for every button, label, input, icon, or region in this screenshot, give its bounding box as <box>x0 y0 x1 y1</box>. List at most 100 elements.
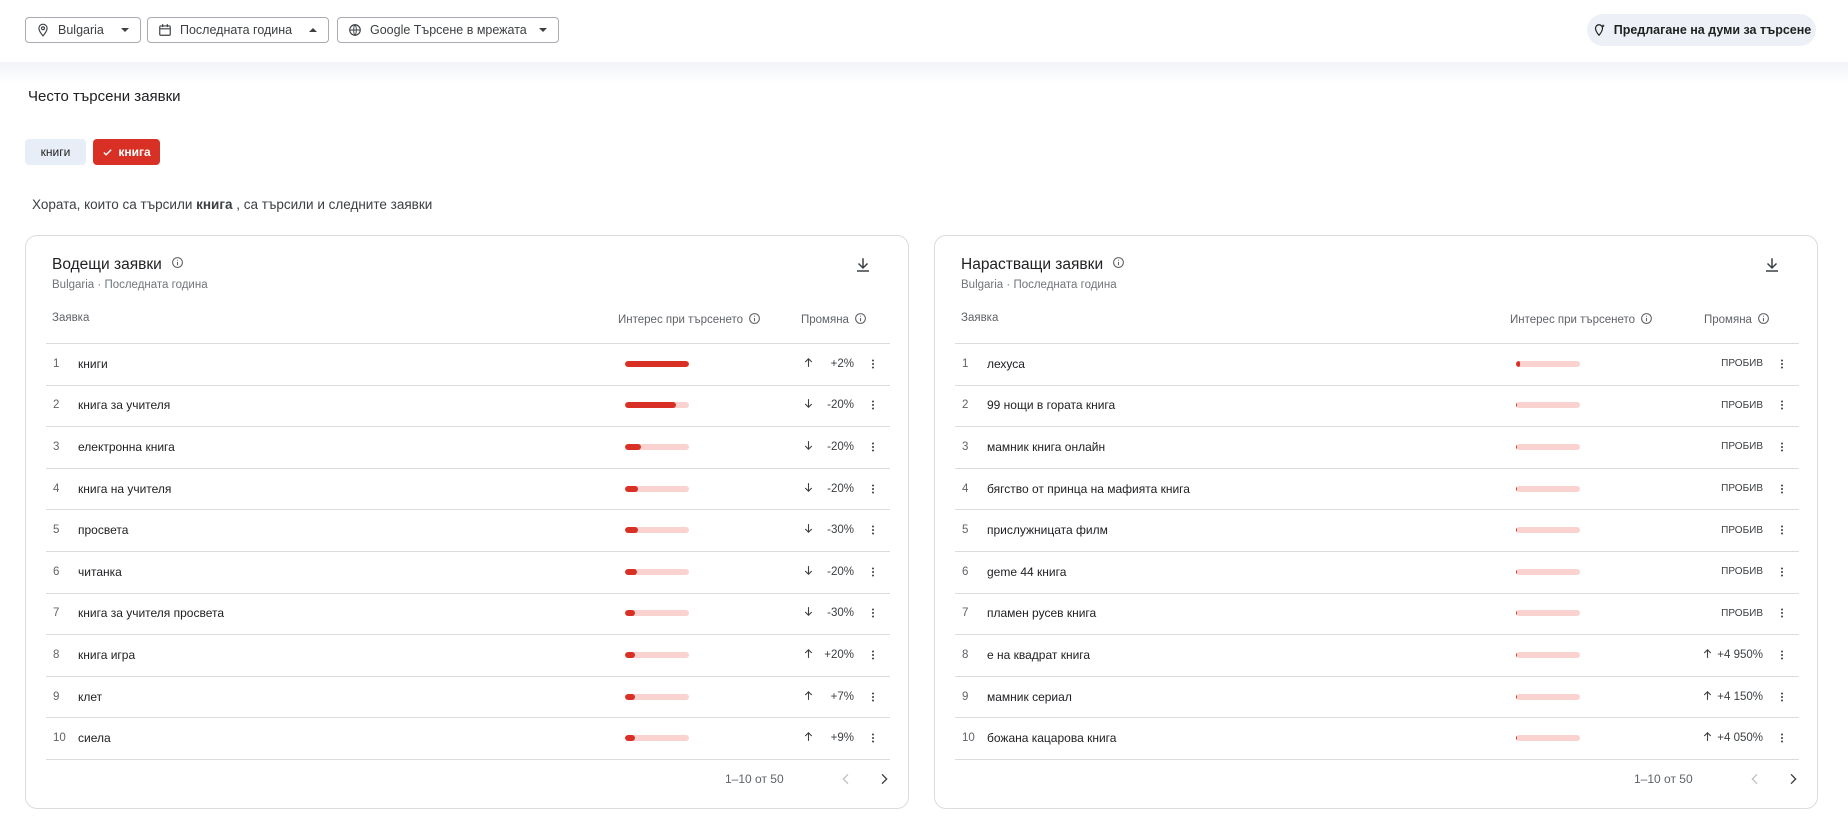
download-button[interactable] <box>854 256 872 279</box>
table-row[interactable]: 9 клет +7% <box>26 676 910 718</box>
table-row[interactable]: 9 мамник сериал +4 150% <box>935 676 1819 718</box>
interest-track <box>1516 360 1580 367</box>
table-row[interactable]: 2 книга за учителя -20% <box>26 385 910 427</box>
query: 99 нощи в гората книга <box>987 398 1116 413</box>
row-menu[interactable] <box>867 520 879 540</box>
query: книга игра <box>78 647 136 662</box>
row-menu[interactable] <box>867 645 879 665</box>
row-menu[interactable] <box>867 354 879 374</box>
interest-track <box>1516 527 1580 534</box>
dots-icon <box>872 484 874 494</box>
row-menu[interactable] <box>867 479 879 499</box>
prev-page[interactable] <box>1747 771 1763 792</box>
interest-bar <box>625 527 639 534</box>
row-menu[interactable] <box>1776 645 1788 665</box>
arrow <box>1701 730 1714 746</box>
chip[interactable]: книги <box>25 139 86 165</box>
table-row[interactable]: 1 книги +2% <box>26 343 910 385</box>
dots-icon <box>872 442 874 452</box>
location-filter[interactable]: Bulgaria <box>25 17 141 43</box>
interest-track <box>625 360 689 367</box>
table-row[interactable]: 7 книга за учителя просвета -30% <box>26 593 910 635</box>
suggest-button[interactable]: Предлагане на думи за търсене <box>1587 14 1816 46</box>
info-icon <box>1113 257 1125 268</box>
divider <box>955 426 1799 428</box>
row-menu[interactable] <box>867 562 879 582</box>
column-header: Интерес при търсенето <box>618 312 761 328</box>
separator: · <box>1003 279 1014 291</box>
arrow-down <box>804 482 813 492</box>
dots-icon <box>1781 525 1783 535</box>
next-page[interactable] <box>876 771 892 792</box>
info-icon <box>171 257 183 268</box>
row-menu[interactable] <box>867 728 879 748</box>
change-value: +7% <box>830 690 854 703</box>
dots-icon <box>1781 692 1783 702</box>
row-menu[interactable] <box>1776 687 1788 707</box>
download-button[interactable] <box>1763 256 1781 279</box>
row-menu[interactable] <box>867 603 879 623</box>
row-menu[interactable] <box>1776 603 1788 623</box>
table-row[interactable]: 3 мамник книга онлайн ПРОБИВ <box>935 426 1819 468</box>
interest-bar <box>625 485 639 492</box>
interest-track <box>1516 485 1580 492</box>
table-row[interactable]: 3 електронна книга -20% <box>26 426 910 468</box>
row-menu[interactable] <box>1776 354 1788 374</box>
arrow-down <box>804 399 813 409</box>
interest-track <box>1516 651 1580 658</box>
dots-icon <box>872 733 874 743</box>
table-row[interactable]: 10 сиела +9% <box>26 717 910 759</box>
table-row[interactable]: 10 божана кацарова книга +4 050% <box>935 717 1819 759</box>
chip-selected[interactable]: книга <box>93 139 160 165</box>
interest-track <box>625 693 689 700</box>
row-menu[interactable] <box>1776 520 1788 540</box>
change-value: +9% <box>830 732 854 745</box>
next-page[interactable] <box>1785 771 1801 792</box>
row-menu[interactable] <box>1776 562 1788 582</box>
change-value: ПРОБИВ <box>1721 483 1763 495</box>
table-row[interactable]: 6 geme 44 книга ПРОБИВ <box>935 551 1819 593</box>
period-filter[interactable]: Последната година <box>147 17 329 43</box>
arrow-down <box>804 565 813 575</box>
change-value: +20% <box>824 648 854 661</box>
pin-icon <box>38 23 48 37</box>
table-row[interactable]: 4 бягство от принца на мафията книга ПРОБИ… <box>935 468 1819 510</box>
arrow-up <box>804 648 813 658</box>
query: книга за учителя <box>78 398 171 413</box>
arrow-up <box>1704 732 1712 742</box>
change: -20% <box>802 562 854 582</box>
row-menu[interactable] <box>867 687 879 707</box>
dots-icon <box>872 650 874 660</box>
arrow <box>802 647 815 663</box>
table-row[interactable]: 1 лехуса ПРОБИВ <box>935 343 1819 385</box>
table-row[interactable]: 7 пламен русев книга ПРОБИВ <box>935 593 1819 635</box>
property-filter[interactable]: Google Търсене в мрежата <box>337 17 559 43</box>
interest-track <box>1516 402 1580 409</box>
table-row[interactable]: 2 99 нощи в гората книга ПРОБИВ <box>935 385 1819 427</box>
panel-title: Водещи заявки <box>52 256 184 274</box>
table-row[interactable]: 8 е на квадрат книга +4 950% <box>935 634 1819 676</box>
table-row[interactable]: 5 просвета -30% <box>26 509 910 551</box>
row-menu[interactable] <box>867 395 879 415</box>
interest-bar <box>625 443 641 450</box>
table-row[interactable]: 8 книга игра +20% <box>26 634 910 676</box>
rank: 5 <box>962 524 969 537</box>
row-menu[interactable] <box>867 437 879 457</box>
table-row[interactable]: 6 читанка -20% <box>26 551 910 593</box>
change-value: +2% <box>830 357 854 370</box>
prev-page[interactable] <box>838 771 854 792</box>
table-row[interactable]: 5 прислужницата филм ПРОБИВ <box>935 509 1819 551</box>
query: клет <box>78 689 103 704</box>
rank: 6 <box>962 565 969 578</box>
column-header-text: Интерес при търсенето <box>618 314 744 326</box>
row-menu[interactable] <box>1776 479 1788 499</box>
row-menu[interactable] <box>1776 728 1788 748</box>
info <box>1112 256 1125 274</box>
rank: 9 <box>53 690 60 703</box>
table-row[interactable]: 4 книга на учителя -20% <box>26 468 910 510</box>
change-value: +4 150% <box>1717 690 1763 703</box>
row-menu[interactable] <box>1776 395 1788 415</box>
change: -30% <box>802 520 854 540</box>
interest-bar <box>625 651 636 658</box>
row-menu[interactable] <box>1776 437 1788 457</box>
